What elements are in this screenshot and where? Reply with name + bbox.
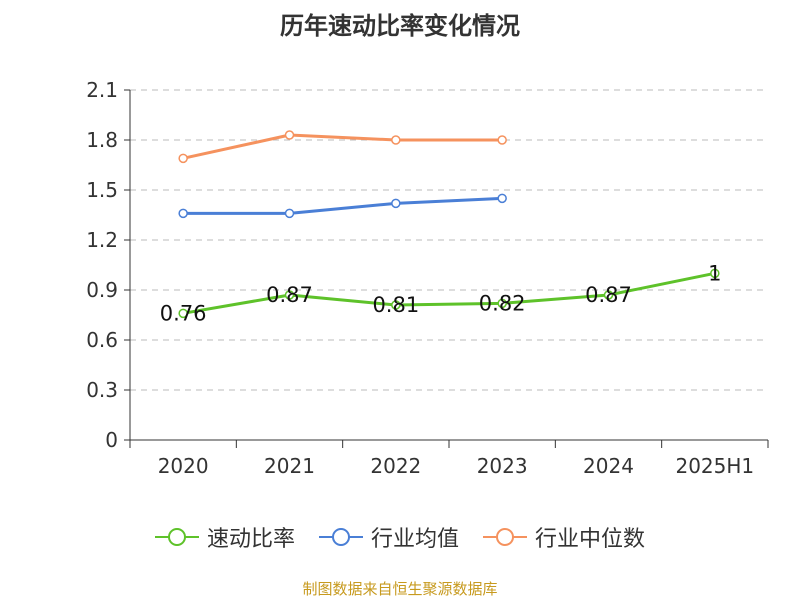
data-source-note: 制图数据来自恒生聚源数据库 <box>302 580 498 598</box>
data-point-speed_ratio <box>497 298 507 309</box>
axes: 0 0.3 0.6 0.9 1.2 1.5 1.8 2.1 2020 2021 2022 2023 20… <box>86 78 769 478</box>
data-point-industry_median <box>178 153 188 164</box>
series-line-speed_ratio <box>182 271 716 315</box>
series-line-industry_median <box>182 133 503 160</box>
data-point-speed_ratio <box>178 308 188 319</box>
y-tick-label: 1.8 <box>86 128 118 152</box>
data-point-industry_median <box>284 130 295 140</box>
x-tick-label: 2024 <box>583 454 634 478</box>
data-label: 0.87 <box>585 283 632 307</box>
x-tick-label: 2023 <box>477 454 528 478</box>
x-tick-label: 2020 <box>158 454 209 478</box>
data-point-speed_ratio <box>710 268 720 279</box>
data-label: 1 <box>708 261 721 285</box>
legend-item-industry-median[interactable]: 行业中位数 <box>483 521 645 553</box>
legend-item-industry-mean[interactable]: 行业均值 <box>318 521 459 553</box>
data-point-speed_ratio <box>603 290 614 300</box>
legend-item-speed-ratio[interactable]: 速动比率 <box>154 521 295 553</box>
chart-title: 历年速动比率变化情况 <box>280 12 520 40</box>
legend-swatch-icon <box>318 528 363 546</box>
legend-label: 速动比率 <box>206 527 295 552</box>
series-lines <box>178 130 720 319</box>
y-tick-label: 0.9 <box>86 278 118 302</box>
data-point-industry_mean <box>284 208 295 219</box>
y-tick-label: 0.3 <box>86 378 118 402</box>
y-tick-label: 0.6 <box>86 328 118 352</box>
y-tick-label: 0 <box>105 428 118 452</box>
data-point-industry_mean <box>178 208 188 219</box>
data-point-industry_mean <box>391 198 401 209</box>
y-tick-label: 1.5 <box>86 178 118 202</box>
y-tick-label: 2.1 <box>86 78 118 102</box>
legend-swatch-icon <box>154 528 199 546</box>
legend-swatch-icon <box>483 528 527 546</box>
legend: 速动比率 行业均值 行业中位数 <box>0 520 800 554</box>
data-label: 0.82 <box>479 291 526 315</box>
y-tick-label: 1.2 <box>86 228 118 252</box>
x-tick-label: 2025H1 <box>675 454 754 478</box>
data-label: 0.81 <box>372 293 419 317</box>
data-point-speed_ratio <box>391 300 401 310</box>
legend-label: 行业中位数 <box>535 527 646 552</box>
legend-label: 行业均值 <box>370 527 459 552</box>
data-labels: 0.76 0.87 0.81 0.82 0.87 1 <box>160 261 722 325</box>
x-tick-label: 2021 <box>264 454 315 478</box>
data-point-industry_median <box>391 135 401 145</box>
x-tick-label: 2022 <box>370 454 421 478</box>
series-line-industry_mean <box>183 196 503 215</box>
data-label: 0.87 <box>266 283 313 307</box>
data-point-speed_ratio <box>284 290 295 300</box>
data-point-industry_mean <box>497 193 507 204</box>
data-point-industry_median <box>497 135 507 145</box>
grid-lines <box>130 89 768 391</box>
data-label: 0.76 <box>160 301 207 325</box>
